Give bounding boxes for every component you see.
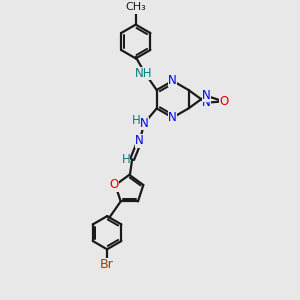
Text: Br: Br <box>100 258 114 271</box>
Text: H: H <box>122 153 130 166</box>
Text: CH₃: CH₃ <box>125 2 146 12</box>
Text: N: N <box>202 96 210 109</box>
Text: N: N <box>202 89 210 102</box>
Text: N: N <box>168 74 177 87</box>
Text: N: N <box>135 134 144 147</box>
Text: H: H <box>132 114 141 128</box>
Text: O: O <box>219 95 228 108</box>
Text: O: O <box>109 178 119 191</box>
Text: NH: NH <box>135 67 153 80</box>
Text: N: N <box>168 111 177 124</box>
Text: N: N <box>140 117 149 130</box>
